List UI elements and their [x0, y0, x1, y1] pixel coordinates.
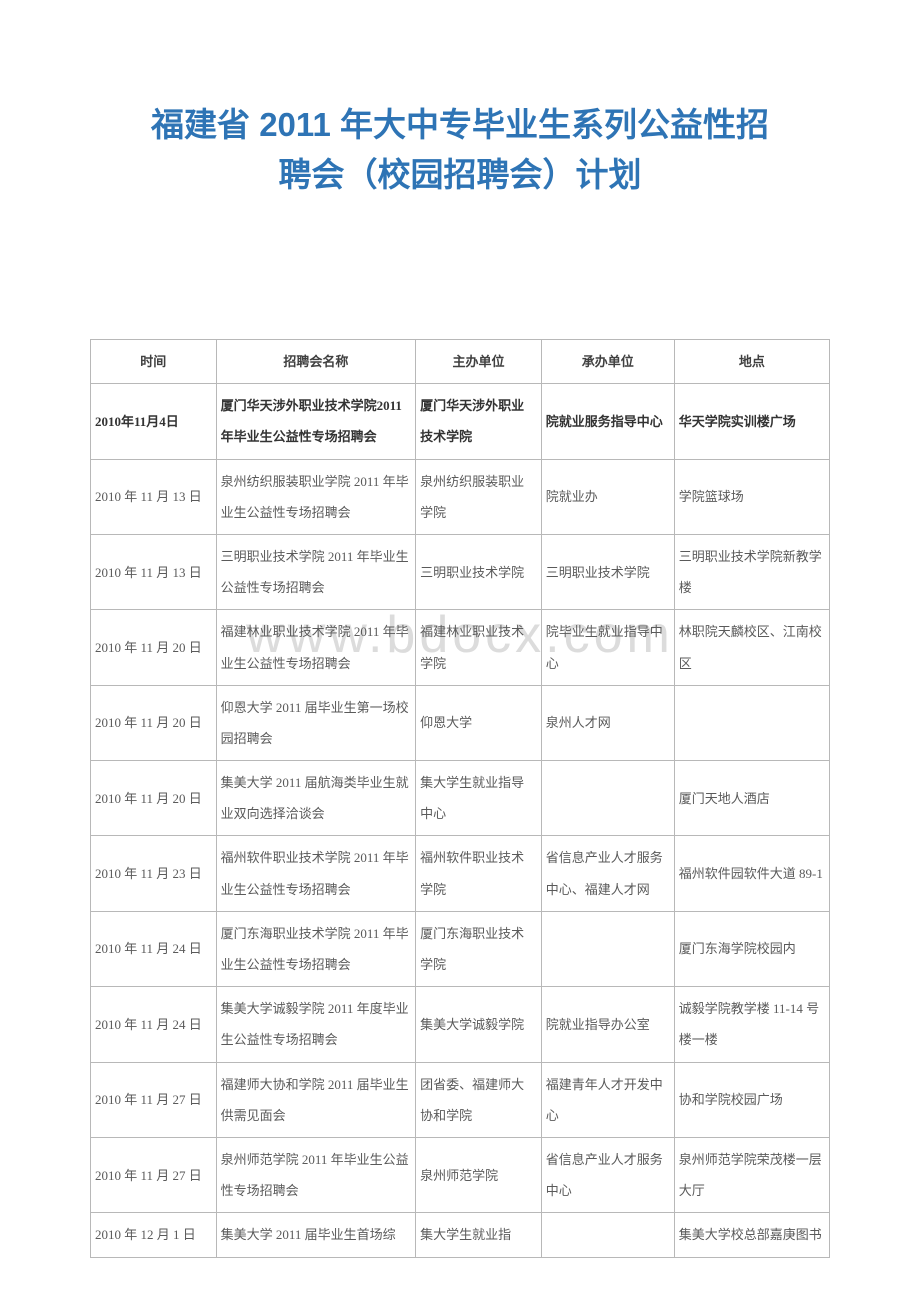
cell-time: 2010 年 11 月 20 日 [91, 685, 217, 760]
cell-place: 三明职业技术学院新教学楼 [674, 534, 829, 609]
col-header-name: 招聘会名称 [216, 340, 416, 384]
cell-org: 院就业办 [541, 459, 674, 534]
cell-place: 集美大学校总部嘉庚图书 [674, 1213, 829, 1257]
cell-host: 三明职业技术学院 [416, 534, 542, 609]
cell-place: 厦门天地人酒店 [674, 761, 829, 836]
table-row: 2010 年 12 月 1 日集美大学 2011 届毕业生首场综集大学生就业指 集… [91, 1213, 830, 1257]
table-row: 2010 年 11 月 27 日泉州师范学院 2011 年毕业生公益性专场招聘会… [91, 1137, 830, 1212]
table-row: 2010 年 11 月 20 日仰恩大学 2011 届毕业生第一场校园招聘会仰恩… [91, 685, 830, 760]
cell-org: 省信息产业人才服务中心、福建人才网 [541, 836, 674, 911]
cell-time: 2010 年 11 月 24 日 [91, 911, 217, 986]
cell-host: 仰恩大学 [416, 685, 542, 760]
cell-time: 2010 年 11 月 23 日 [91, 836, 217, 911]
cell-org: 三明职业技术学院 [541, 534, 674, 609]
cell-name: 福州软件职业技术学院 2011 年毕业生公益性专场招聘会 [216, 836, 416, 911]
cell-host: 泉州纺织服装职业学院 [416, 459, 542, 534]
cell-org [541, 1213, 674, 1257]
cell-org: 院就业指导办公室 [541, 987, 674, 1062]
cell-name: 福建师大协和学院 2011 届毕业生供需见面会 [216, 1062, 416, 1137]
col-header-place: 地点 [674, 340, 829, 384]
cell-org [541, 911, 674, 986]
cell-place: 诚毅学院教学楼 11-14 号楼一楼 [674, 987, 829, 1062]
cell-host: 福州软件职业技术学院 [416, 836, 542, 911]
cell-host: 集美大学诚毅学院 [416, 987, 542, 1062]
cell-time: 2010 年 11 月 13 日 [91, 534, 217, 609]
table-row: 2010 年 11 月 23 日福州软件职业技术学院 2011 年毕业生公益性专… [91, 836, 830, 911]
cell-name: 厦门华天涉外职业技术学院2011 年毕业生公益性专场招聘会 [216, 384, 416, 459]
cell-name: 集美大学 2011 届航海类毕业生就业双向选择洽谈会 [216, 761, 416, 836]
cell-org: 院毕业生就业指导中心 [541, 610, 674, 685]
cell-time: 2010 年 12 月 1 日 [91, 1213, 217, 1257]
cell-time: 2010年11月4日 [91, 384, 217, 459]
table-row: 2010 年 11 月 24 日集美大学诚毅学院 2011 年度毕业生公益性专场… [91, 987, 830, 1062]
cell-name: 厦门东海职业技术学院 2011 年毕业生公益性专场招聘会 [216, 911, 416, 986]
cell-host: 集大学生就业指 [416, 1213, 542, 1257]
cell-place: 泉州师范学院荣茂楼一层大厅 [674, 1137, 829, 1212]
cell-host: 厦门东海职业技术学院 [416, 911, 542, 986]
cell-host: 集大学生就业指导中心 [416, 761, 542, 836]
table-row: 2010 年 11 月 20 日福建林业职业技术学院 2011 年毕业生公益性专… [91, 610, 830, 685]
cell-place: 学院篮球场 [674, 459, 829, 534]
cell-org: 福建青年人才开发中心 [541, 1062, 674, 1137]
table-body: 2010年11月4日厦门华天涉外职业技术学院2011 年毕业生公益性专场招聘会厦… [91, 384, 830, 1257]
cell-name: 福建林业职业技术学院 2011 年毕业生公益性专场招聘会 [216, 610, 416, 685]
schedule-table-wrap: 时间 招聘会名称 主办单位 承办单位 地点 2010年11月4日厦门华天涉外职业… [90, 339, 830, 1258]
cell-org: 省信息产业人才服务中心 [541, 1137, 674, 1212]
cell-time: 2010 年 11 月 24 日 [91, 987, 217, 1062]
cell-time: 2010 年 11 月 27 日 [91, 1062, 217, 1137]
cell-place: 协和学院校园广场 [674, 1062, 829, 1137]
cell-host: 福建林业职业技术学院 [416, 610, 542, 685]
cell-name: 集美大学 2011 届毕业生首场综 [216, 1213, 416, 1257]
cell-time: 2010 年 11 月 13 日 [91, 459, 217, 534]
table-row: 2010 年 11 月 13 日泉州纺织服装职业学院 2011 年毕业生公益性专… [91, 459, 830, 534]
cell-host: 团省委、福建师大协和学院 [416, 1062, 542, 1137]
title-line1: 福建省 2011 年大中专毕业生系列公益性招 [151, 106, 769, 143]
title-line2: 聘会（校园招聘会）计划 [279, 156, 642, 193]
cell-time: 2010 年 11 月 20 日 [91, 610, 217, 685]
cell-name: 集美大学诚毅学院 2011 年度毕业生公益性专场招聘会 [216, 987, 416, 1062]
col-header-host: 主办单位 [416, 340, 542, 384]
cell-name: 仰恩大学 2011 届毕业生第一场校园招聘会 [216, 685, 416, 760]
table-row: 2010 年 11 月 20 日集美大学 2011 届航海类毕业生就业双向选择洽… [91, 761, 830, 836]
cell-place: 林职院天麟校区、江南校区 [674, 610, 829, 685]
cell-place [674, 685, 829, 760]
cell-place: 华天学院实训楼广场 [674, 384, 829, 459]
cell-name: 泉州师范学院 2011 年毕业生公益性专场招聘会 [216, 1137, 416, 1212]
cell-org [541, 761, 674, 836]
page-title: 福建省 2011 年大中专毕业生系列公益性招 聘会（校园招聘会）计划 [90, 100, 830, 199]
col-header-time: 时间 [91, 340, 217, 384]
cell-place: 厦门东海学院校园内 [674, 911, 829, 986]
table-header-row: 时间 招聘会名称 主办单位 承办单位 地点 [91, 340, 830, 384]
cell-time: 2010 年 11 月 20 日 [91, 761, 217, 836]
schedule-table: 时间 招聘会名称 主办单位 承办单位 地点 2010年11月4日厦门华天涉外职业… [90, 339, 830, 1258]
cell-time: 2010 年 11 月 27 日 [91, 1137, 217, 1212]
col-header-org: 承办单位 [541, 340, 674, 384]
cell-name: 泉州纺织服装职业学院 2011 年毕业生公益性专场招聘会 [216, 459, 416, 534]
cell-host: 泉州师范学院 [416, 1137, 542, 1212]
table-row: 2010 年 11 月 24 日厦门东海职业技术学院 2011 年毕业生公益性专… [91, 911, 830, 986]
cell-org: 院就业服务指导中心 [541, 384, 674, 459]
table-row: 2010年11月4日厦门华天涉外职业技术学院2011 年毕业生公益性专场招聘会厦… [91, 384, 830, 459]
cell-host: 厦门华天涉外职业技术学院 [416, 384, 542, 459]
cell-name: 三明职业技术学院 2011 年毕业生公益性专场招聘会 [216, 534, 416, 609]
cell-org: 泉州人才网 [541, 685, 674, 760]
table-row: 2010 年 11 月 27 日福建师大协和学院 2011 届毕业生供需见面会团… [91, 1062, 830, 1137]
cell-place: 福州软件园软件大道 89-1 [674, 836, 829, 911]
table-row: 2010 年 11 月 13 日三明职业技术学院 2011 年毕业生公益性专场招… [91, 534, 830, 609]
